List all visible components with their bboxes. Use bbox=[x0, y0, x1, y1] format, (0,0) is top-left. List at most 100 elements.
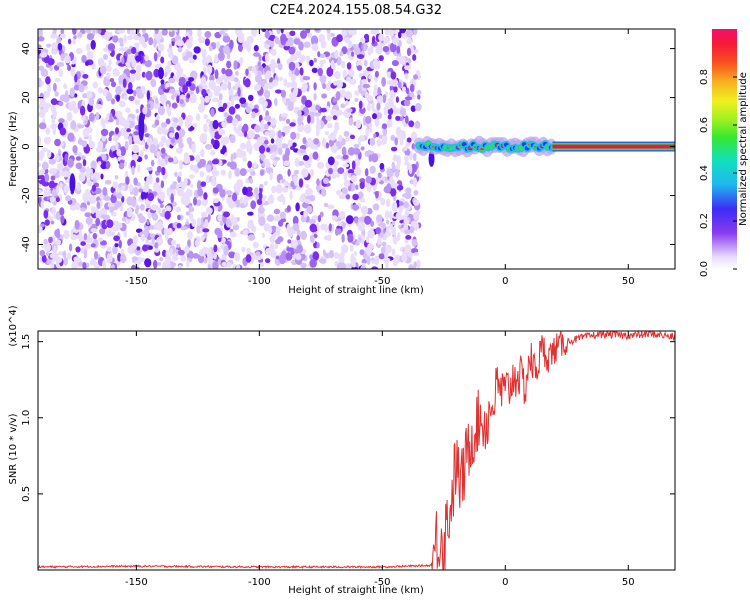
noise-speckle bbox=[357, 221, 365, 231]
noise-speckle bbox=[189, 213, 194, 221]
noise-speckle bbox=[264, 161, 271, 168]
noise-speckle bbox=[298, 149, 306, 154]
noise-speckle bbox=[170, 239, 177, 246]
noise-speckle bbox=[127, 35, 133, 41]
noise-speckle bbox=[100, 173, 104, 180]
noise-speckle bbox=[225, 68, 233, 77]
noise-speckle bbox=[201, 197, 208, 207]
noise-speckle bbox=[104, 31, 111, 41]
noise-speckle bbox=[247, 223, 255, 229]
noise-speckle bbox=[46, 259, 52, 265]
bottom-y-axis: 0.5 1.0 1.5 bbox=[21, 334, 675, 502]
noise-speckle bbox=[40, 200, 44, 209]
bottom-y-axis-label: SNR (10 * v/v) bbox=[8, 413, 19, 484]
noise-speckle bbox=[196, 224, 200, 234]
noise-speckle bbox=[265, 247, 273, 256]
noise-speckle bbox=[38, 150, 45, 159]
noise-speckle bbox=[384, 29, 390, 36]
noise-speckle bbox=[399, 29, 407, 34]
noise-speckle bbox=[309, 223, 317, 233]
colorbar-label: Normalized spectral amplitude bbox=[738, 72, 749, 226]
bottom-x-tick-label: -50 bbox=[374, 577, 390, 588]
noise-speckle bbox=[196, 217, 202, 226]
noise-speckle bbox=[43, 209, 49, 219]
noise-speckle bbox=[268, 226, 273, 234]
noise-speckle bbox=[258, 54, 262, 62]
noise-speckle bbox=[106, 72, 111, 79]
noise-speckle bbox=[121, 57, 125, 65]
noise-speckle bbox=[340, 60, 346, 69]
noise-speckle bbox=[262, 103, 266, 112]
noise-speckle bbox=[114, 175, 119, 180]
noise-speckle bbox=[339, 51, 344, 57]
noise-speckle bbox=[264, 30, 270, 39]
noise-speckle bbox=[311, 215, 319, 221]
colorbar-tick-label: 0.4 bbox=[699, 165, 710, 181]
noise-speckle bbox=[164, 72, 168, 78]
noise-speckle bbox=[381, 222, 386, 229]
noise-speckle bbox=[129, 69, 137, 74]
noise-speckle bbox=[361, 258, 367, 265]
noise-speckle bbox=[303, 41, 311, 48]
noise-speckle bbox=[232, 192, 238, 202]
noise-speckle bbox=[320, 107, 328, 113]
noise-speckle bbox=[50, 123, 58, 130]
noise-speckle bbox=[360, 146, 365, 151]
noise-speckle bbox=[100, 214, 107, 219]
noise-speckle bbox=[241, 126, 246, 133]
noise-speckle bbox=[289, 30, 296, 36]
noise-speckle bbox=[316, 161, 325, 169]
noise-speckle bbox=[306, 187, 313, 197]
bottom-y-scale-label: (x10^4) bbox=[8, 305, 19, 346]
noise-speckle bbox=[144, 154, 148, 160]
noise-speckle bbox=[333, 80, 338, 86]
noise-speckle bbox=[326, 29, 331, 34]
noise-speckle bbox=[298, 178, 304, 188]
noise-speckle bbox=[309, 111, 315, 118]
noise-speckle bbox=[287, 104, 294, 111]
noise-speckle bbox=[99, 209, 105, 217]
noise-speckle bbox=[109, 131, 113, 138]
noise-speckle bbox=[234, 167, 241, 177]
noise-speckle bbox=[141, 71, 146, 78]
noise-speckle bbox=[387, 98, 394, 103]
noise-speckle bbox=[347, 29, 355, 35]
noise-speckle bbox=[405, 142, 410, 148]
noise-speckle bbox=[300, 262, 307, 269]
noise-speckle bbox=[206, 89, 210, 94]
noise-speckle bbox=[97, 29, 102, 35]
noise-speckle bbox=[168, 29, 175, 38]
noise-speckle bbox=[228, 251, 236, 259]
noise-speckle bbox=[245, 68, 249, 77]
noise-speckle bbox=[397, 31, 402, 39]
noise-speckle bbox=[403, 201, 409, 209]
noise-speckle bbox=[153, 182, 160, 192]
noise-speckle bbox=[366, 247, 372, 257]
noise-speckle bbox=[280, 89, 286, 98]
noise-speckle bbox=[130, 159, 136, 170]
noise-speckle bbox=[387, 114, 392, 120]
noise-speckle bbox=[385, 102, 392, 110]
noise-speckle bbox=[233, 77, 239, 83]
noise-speckle bbox=[203, 123, 208, 133]
noise-speckle bbox=[369, 137, 376, 147]
noise-speckle bbox=[252, 241, 259, 249]
noise-speckle bbox=[213, 54, 219, 64]
top-x-tick-label: -50 bbox=[374, 276, 390, 287]
noise-speckle bbox=[40, 68, 49, 77]
noise-speckle bbox=[214, 69, 219, 80]
noise-speckle bbox=[50, 220, 55, 225]
noise-speckle bbox=[91, 205, 95, 215]
noise-speckle bbox=[393, 201, 398, 211]
noise-speckle bbox=[285, 252, 293, 261]
noise-speckle bbox=[326, 67, 334, 77]
noise-speckle bbox=[338, 253, 343, 263]
noise-speckle bbox=[280, 33, 287, 43]
noise-speckle bbox=[359, 249, 365, 256]
noise-speckle bbox=[377, 236, 382, 245]
noise-speckle bbox=[271, 66, 276, 74]
noise-speckle bbox=[295, 50, 302, 59]
noise-speckle bbox=[166, 103, 170, 114]
noise-speckle bbox=[148, 174, 153, 185]
noise-speckle bbox=[207, 264, 211, 269]
